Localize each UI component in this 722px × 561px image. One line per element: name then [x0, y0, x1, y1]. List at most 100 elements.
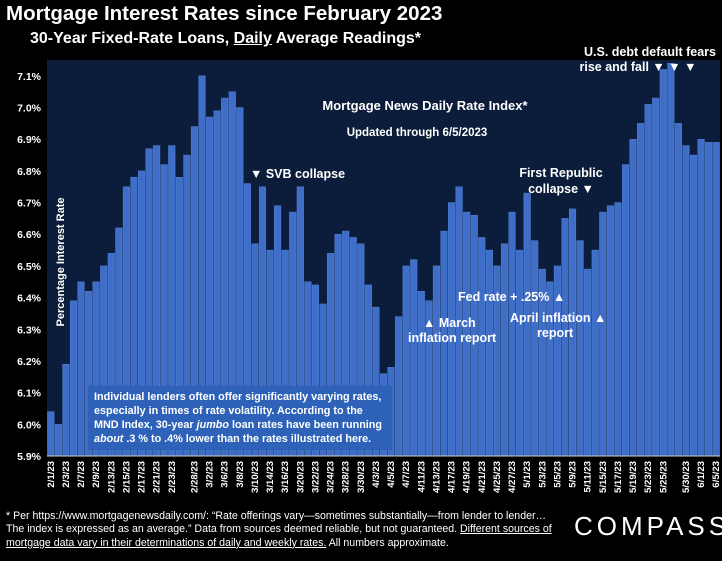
x-tick-label: 3/10/23 [250, 461, 261, 493]
x-tick-label: 5/9/23 [568, 461, 579, 488]
y-tick-label: 6.5% [17, 261, 42, 273]
bar-5/24/23 [652, 97, 660, 457]
bar-5/29/23 [674, 123, 682, 457]
rate-bar-chart: 5.9% 6.0% 6.1% 6.2% 6.3% 6.4% 6.5% 6.6% 6.7% 6.8%… [17, 45, 722, 493]
bar-5/18/23 [621, 164, 630, 457]
bar-5/17/23 [614, 202, 622, 457]
y-tick-label: 7.0% [17, 103, 42, 115]
bar-6/5/23 [712, 142, 720, 457]
x-tick-label: 4/27/23 [507, 461, 518, 493]
info-box-background [88, 386, 392, 450]
x-tick-label: 5/5/23 [552, 461, 563, 488]
x-tick-label: 3/16/23 [280, 461, 291, 493]
x-tick-label: 5/11/23 [583, 461, 594, 492]
annotation-march-1: ▲ March [423, 316, 476, 330]
bar-5/4/23 [546, 281, 554, 457]
y-tick-label: 6.4% [17, 293, 42, 305]
y-tick-label: 6.9% [17, 134, 42, 146]
y-tick-label: 6.2% [17, 356, 42, 368]
x-tick-label: 4/13/23 [431, 461, 442, 493]
bar-4/21/23 [478, 237, 486, 457]
annotation-april-2: report [537, 326, 574, 340]
x-tick-label: 2/7/23 [76, 461, 87, 488]
y-tick-label: 6.3% [17, 324, 42, 336]
x-tick-label: 3/28/23 [341, 461, 352, 493]
bar-5/23/23 [644, 104, 652, 457]
bar-2/7/23 [77, 281, 85, 457]
annotation-april-1: April inflation ▲ [510, 311, 606, 325]
bar-5/31/23 [690, 154, 698, 457]
bar-5/11/23 [584, 268, 592, 457]
y-tick-label: 6.6% [17, 229, 42, 241]
annotation-first-republic-2: collapse ▼ [528, 182, 594, 196]
bar-2/1/23 [47, 411, 55, 457]
page-subtitle: 30-Year Fixed-Rate Loans, Daily Average … [30, 30, 421, 48]
bar-4/27/23 [508, 211, 516, 457]
x-tick-label: 2/3/23 [61, 461, 72, 488]
bar-6/1/23 [697, 138, 705, 457]
x-tick-label: 4/19/23 [462, 461, 473, 493]
x-tick-label: 5/17/23 [613, 461, 624, 493]
x-tick-label: 3/6/23 [220, 461, 231, 488]
x-tick-label: 3/22/23 [310, 461, 321, 493]
info-line-1: Individual lenders often offer significa… [94, 391, 381, 403]
x-tick-label: 5/3/23 [537, 461, 548, 488]
x-tick-label: 2/1/23 [46, 461, 57, 488]
x-tick-label: 3/20/23 [295, 461, 306, 493]
x-tick-label: 3/24/23 [326, 461, 337, 493]
footnote-part-2: Different sources of mortgage data vary … [6, 523, 552, 549]
x-tick-label: 4/21/23 [477, 461, 488, 493]
bar-2/2/23 [54, 424, 62, 457]
x-tick-label: 3/14/23 [265, 461, 276, 493]
y-axis-label: Percentage Interest Rate [55, 198, 67, 327]
x-tick-label: 4/3/23 [371, 461, 382, 488]
annotation-debt-1: U.S. debt default fears [584, 45, 716, 59]
x-tick-label: 5/23/23 [643, 461, 654, 493]
footnote-part-1: * Per https://www.mortgagenewsdaily.com/… [6, 510, 547, 536]
bar-4/26/23 [500, 243, 509, 457]
bar-4/6/23 [395, 316, 403, 457]
bar-5/30/23 [682, 145, 690, 457]
x-tick-label: 5/30/23 [681, 461, 692, 493]
subtitle-underlined: Daily [233, 30, 272, 47]
bar-5/26/23 [667, 62, 675, 457]
bar-5/15/23 [599, 211, 607, 457]
y-tick-label: 5.9% [17, 451, 42, 463]
y-axis: 5.9% 6.0% 6.1% 6.2% 6.3% 6.4% 6.5% 6.6% 6.7% 6.8%… [17, 71, 42, 463]
x-tick-label: 2/15/23 [121, 461, 132, 493]
updated-note: Updated through 6/5/2023 [347, 127, 488, 139]
bar-5/10/23 [576, 240, 584, 457]
subtitle-post: Average Readings* [271, 30, 421, 47]
bar-4/28/23 [516, 249, 524, 457]
bar-5/19/23 [629, 138, 637, 457]
annotation-first-republic-1: First Republic [519, 166, 602, 180]
bar-2/3/23 [62, 363, 70, 457]
bar-5/12/23 [591, 249, 599, 457]
x-tick-label: 2/21/23 [152, 461, 163, 493]
x-tick-label: 2/23/23 [167, 461, 178, 493]
bar-4/10/23 [410, 259, 418, 457]
x-tick-label: 3/30/23 [356, 461, 367, 493]
info-box: Individual lenders often offer significa… [88, 386, 392, 450]
bar-5/16/23 [606, 205, 614, 457]
x-tick-label: 5/1/23 [522, 461, 533, 488]
x-tick-label: 5/25/23 [658, 461, 669, 493]
x-tick-label: 4/5/23 [386, 461, 397, 488]
compass-logo: COMPASS [574, 511, 722, 541]
bar-5/2/23 [531, 240, 539, 457]
page-title: Mortgage Interest Rates since February 2… [6, 2, 443, 25]
bar-4/13/23 [432, 265, 440, 457]
bar-6/2/23 [705, 142, 713, 457]
annotation-svb: ▼ SVB collapse [250, 167, 345, 181]
info-line-2: especially in times of rate volatility. … [94, 405, 363, 417]
bar-2/6/23 [69, 300, 77, 457]
annotation-fed: Fed rate + .25% ▲ [458, 290, 565, 304]
y-tick-label: 7.1% [17, 71, 42, 83]
annotation-debt-2: rise and fall ▼ ▼ ▼ [579, 60, 696, 74]
y-tick-label: 6.0% [17, 419, 42, 431]
x-tick-label: 5/15/23 [598, 461, 609, 493]
x-tick-label: 2/13/23 [106, 461, 117, 493]
bar-4/7/23 [402, 265, 410, 457]
footnote: * Per https://www.mortgagenewsdaily.com/… [6, 510, 566, 550]
y-tick-label: 6.7% [17, 198, 42, 210]
